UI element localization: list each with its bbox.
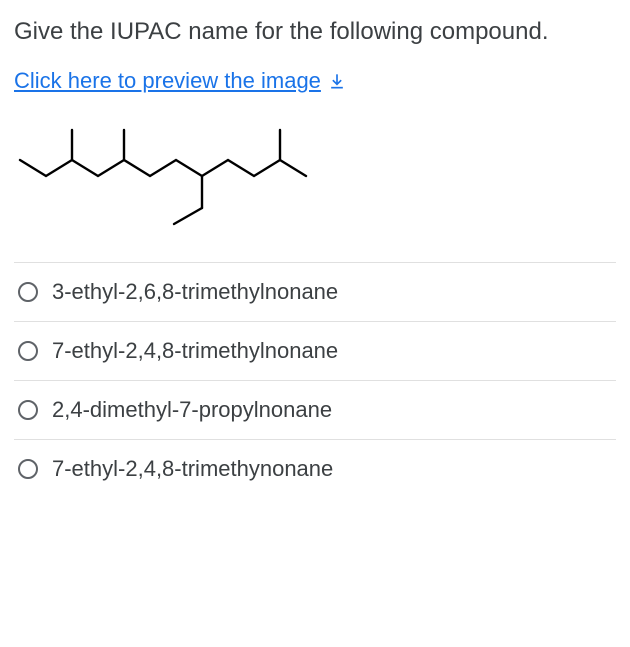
radio-icon[interactable] (18, 459, 38, 479)
compound-structure (14, 108, 314, 238)
preview-image-link[interactable]: Click here to preview the image (14, 68, 347, 94)
option-label: 2,4-dimethyl-7-propylnonane (52, 397, 332, 423)
option-label: 3-ethyl-2,6,8-trimethylnonane (52, 279, 338, 305)
option-row[interactable]: 7-ethyl-2,4,8-trimethylnonane (14, 322, 616, 381)
option-label: 7-ethyl-2,4,8-trimethylnonane (52, 338, 338, 364)
option-label: 7-ethyl-2,4,8-trimethynonane (52, 456, 333, 482)
answer-options: 3-ethyl-2,6,8-trimethylnonane 7-ethyl-2,… (14, 262, 616, 498)
question-text: Give the IUPAC name for the following co… (14, 14, 616, 50)
radio-icon[interactable] (18, 282, 38, 302)
option-row[interactable]: 7-ethyl-2,4,8-trimethynonane (14, 440, 616, 498)
radio-icon[interactable] (18, 400, 38, 420)
download-icon (327, 71, 347, 91)
option-row[interactable]: 3-ethyl-2,6,8-trimethylnonane (14, 263, 616, 322)
preview-link-label: Click here to preview the image (14, 68, 321, 94)
radio-icon[interactable] (18, 341, 38, 361)
option-row[interactable]: 2,4-dimethyl-7-propylnonane (14, 381, 616, 440)
